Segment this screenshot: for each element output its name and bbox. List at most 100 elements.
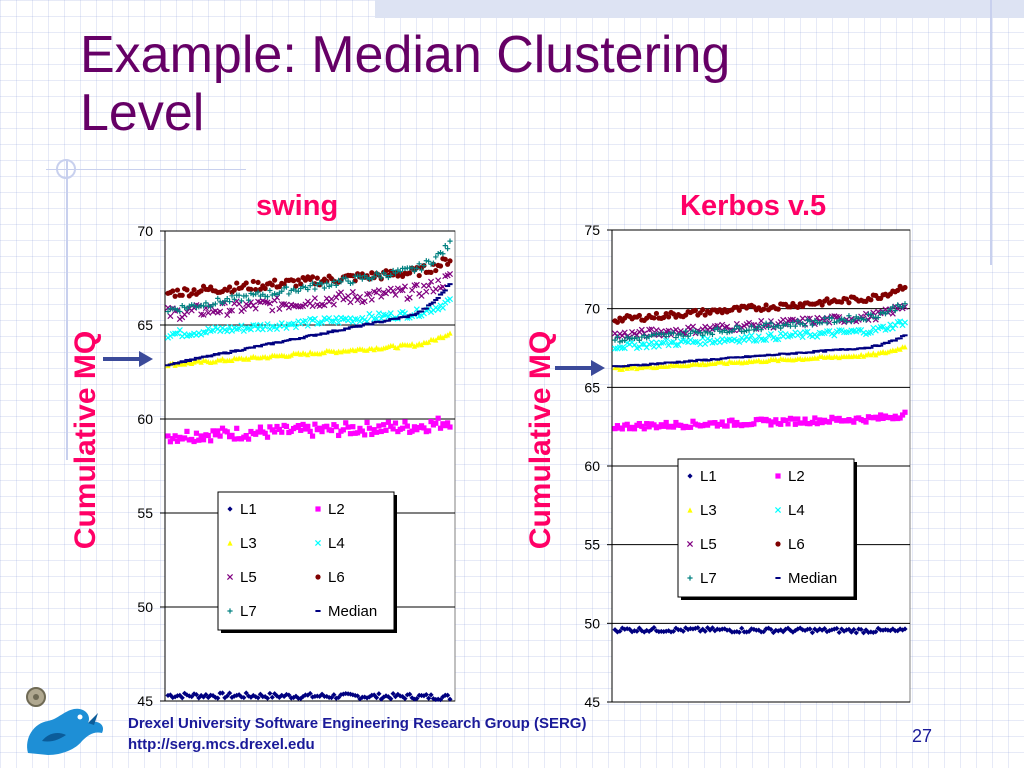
data-point bbox=[359, 276, 365, 282]
data-point bbox=[231, 296, 237, 302]
data-point bbox=[238, 298, 245, 304]
data-point bbox=[447, 258, 453, 264]
data-point bbox=[425, 282, 432, 289]
data-point bbox=[875, 416, 881, 422]
data-point bbox=[227, 284, 233, 290]
data-point bbox=[224, 693, 230, 699]
data-point bbox=[366, 425, 373, 431]
data-point bbox=[217, 433, 223, 439]
data-point bbox=[870, 350, 876, 356]
data-point bbox=[892, 308, 898, 314]
legend-label-l1: L1 bbox=[700, 468, 717, 485]
data-point bbox=[176, 327, 183, 334]
data-point bbox=[426, 695, 432, 701]
data-point bbox=[172, 330, 179, 337]
data-point bbox=[656, 629, 662, 635]
data-point bbox=[418, 692, 425, 699]
data-point bbox=[243, 690, 249, 696]
data-point bbox=[638, 326, 645, 333]
data-point bbox=[381, 270, 387, 276]
data-point bbox=[205, 432, 211, 439]
data-point bbox=[697, 628, 703, 634]
data-point bbox=[411, 696, 418, 702]
data-point bbox=[357, 696, 363, 702]
data-point bbox=[411, 424, 418, 430]
data-point bbox=[407, 270, 413, 276]
data-point bbox=[758, 327, 764, 333]
data-point bbox=[433, 267, 439, 274]
data-point bbox=[712, 628, 718, 634]
data-point bbox=[298, 695, 304, 702]
data-point bbox=[890, 626, 896, 632]
legend-marker-l2 bbox=[315, 506, 321, 512]
data-point bbox=[612, 337, 618, 343]
data-point bbox=[350, 280, 356, 286]
footer-url[interactable]: http://serg.mcs.drexel.edu bbox=[128, 736, 315, 753]
data-point bbox=[257, 424, 264, 430]
legend-label-l3: L3 bbox=[700, 502, 717, 519]
data-point bbox=[390, 267, 396, 274]
data-point bbox=[887, 321, 894, 328]
chart-0: 45 50 55 60 65 70 L1 L2 L3 L4 L5 L6 L7 Median bbox=[137, 223, 456, 709]
data-point bbox=[292, 324, 299, 331]
data-point bbox=[229, 432, 235, 438]
data-point bbox=[902, 409, 908, 415]
data-point bbox=[795, 626, 801, 632]
chart-title-kerbos: Kerbos v.5 bbox=[680, 190, 827, 222]
data-point bbox=[364, 347, 370, 353]
data-point bbox=[807, 626, 813, 632]
data-point bbox=[381, 422, 387, 428]
data-point bbox=[330, 301, 337, 308]
data-point bbox=[409, 695, 415, 701]
data-point bbox=[787, 323, 794, 329]
data-point bbox=[644, 627, 650, 634]
series-l7 bbox=[612, 301, 908, 345]
data-point bbox=[873, 629, 879, 635]
data-point bbox=[428, 692, 434, 698]
data-point bbox=[611, 345, 619, 352]
data-point bbox=[785, 421, 791, 427]
data-point bbox=[298, 351, 304, 357]
data-point bbox=[170, 436, 176, 442]
data-point bbox=[402, 695, 408, 702]
series-l6 bbox=[612, 283, 908, 325]
data-point bbox=[181, 435, 188, 441]
data-point bbox=[741, 337, 748, 344]
data-point bbox=[780, 316, 787, 323]
data-point bbox=[799, 334, 806, 341]
data-point bbox=[619, 426, 625, 432]
y-tick-label: 55 bbox=[584, 537, 600, 553]
data-point bbox=[288, 428, 294, 434]
data-point bbox=[276, 426, 282, 433]
data-point bbox=[279, 692, 285, 698]
data-point bbox=[797, 330, 804, 337]
data-point bbox=[345, 424, 351, 430]
data-point bbox=[800, 627, 806, 633]
data-point bbox=[273, 325, 281, 333]
data-point bbox=[666, 314, 672, 320]
data-point bbox=[309, 303, 316, 310]
data-point bbox=[240, 306, 247, 313]
data-point bbox=[817, 417, 823, 423]
data-point bbox=[333, 424, 339, 430]
y-tick-label: 55 bbox=[137, 505, 153, 521]
data-point bbox=[311, 295, 318, 302]
data-point bbox=[809, 322, 815, 328]
data-point bbox=[336, 432, 342, 439]
data-point bbox=[687, 424, 694, 430]
data-point bbox=[868, 629, 874, 635]
data-point bbox=[250, 302, 257, 309]
data-point bbox=[763, 337, 770, 344]
data-point bbox=[627, 336, 633, 342]
legend-marker-l7 bbox=[687, 575, 693, 581]
data-point bbox=[200, 437, 207, 443]
data-point bbox=[641, 426, 647, 432]
data-point bbox=[414, 265, 420, 271]
data-point bbox=[274, 423, 280, 430]
data-point bbox=[186, 693, 192, 699]
data-point bbox=[884, 326, 891, 333]
data-point bbox=[709, 625, 716, 631]
data-point bbox=[860, 630, 867, 636]
y-tick-label: 70 bbox=[584, 301, 600, 317]
decorative-vertical-line-left bbox=[66, 160, 68, 460]
